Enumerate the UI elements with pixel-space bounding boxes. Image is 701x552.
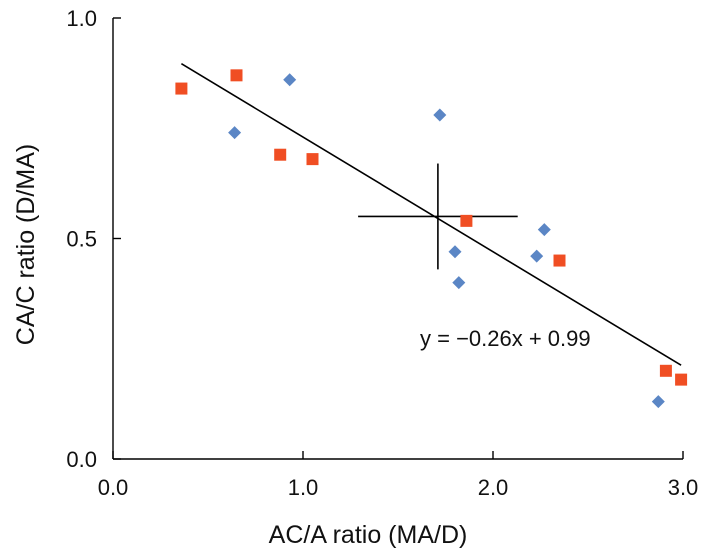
square-point	[175, 82, 188, 95]
diamond-point	[452, 276, 466, 290]
diamond-point	[228, 126, 242, 140]
square-point	[230, 69, 243, 82]
square-point	[460, 214, 473, 227]
diamond-point	[433, 108, 447, 122]
chart-marks	[175, 63, 688, 409]
diamond-point	[530, 249, 544, 263]
x-tick-label: 0.0	[98, 475, 129, 500]
regression-line	[180, 63, 682, 366]
diamond-point	[283, 73, 297, 87]
diamond-point	[651, 395, 665, 409]
y-tick-label: 1.0	[66, 6, 97, 31]
diamond-point	[448, 245, 462, 259]
square-point	[274, 148, 287, 161]
square-point	[675, 373, 688, 386]
x-tick-label: 2.0	[478, 475, 509, 500]
x-axis-title: AC/A ratio (MA/D)	[269, 521, 468, 549]
y-axis-title: CA/C ratio (D/MA)	[12, 144, 40, 345]
regression-equation: y = −0.26x + 0.99	[420, 326, 591, 351]
square-point	[553, 254, 566, 267]
y-tick-label: 0.5	[66, 227, 97, 252]
x-tick-label: 3.0	[668, 475, 699, 500]
diamond-point	[537, 223, 551, 237]
plot-area	[112, 17, 684, 460]
square-point	[659, 364, 672, 377]
y-tick-label: 0.0	[66, 447, 97, 472]
square-point	[306, 153, 319, 166]
x-tick-label: 1.0	[288, 475, 319, 500]
chart-labels: 0.0 1.0 2.0 3.0 0.0 0.5 1.0 AC/A ratio (MA/D) CA…	[12, 6, 698, 549]
